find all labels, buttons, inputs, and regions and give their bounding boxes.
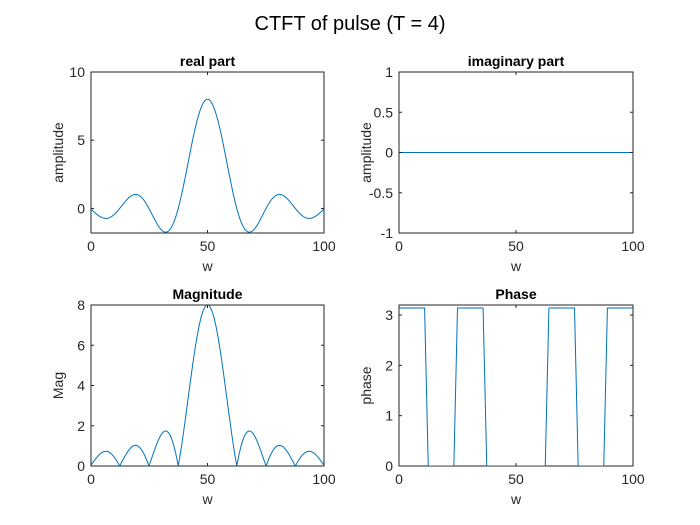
x-tick-label-real: 50 bbox=[200, 238, 216, 254]
y-axis-label-imag: amplitude bbox=[358, 122, 374, 183]
subplot-title-imag: imaginary part bbox=[468, 53, 565, 69]
y-tick-label-imag: 0 bbox=[385, 145, 393, 161]
y-tick-label-mag: 4 bbox=[77, 378, 85, 394]
x-tick-label-imag: 0 bbox=[395, 238, 403, 254]
x-tick-label-imag: 100 bbox=[621, 238, 645, 254]
y-tick-label-phase: 0 bbox=[385, 458, 393, 474]
figure-title: CTFT of pulse (T = 4) bbox=[255, 13, 446, 35]
y-tick-label-phase: 3 bbox=[385, 307, 393, 323]
axes-frame-phase bbox=[398, 304, 634, 467]
subplot-real: 0 50 100 0 5 10 real part w amplitude bbox=[50, 53, 336, 274]
subplot-mag: 0 50 100 0 2 4 6 8 Magnitude w Mag bbox=[50, 286, 336, 507]
x-tick-label-mag: 0 bbox=[87, 471, 95, 487]
y-axis-label-real: amplitude bbox=[50, 122, 66, 183]
y-tick-label-imag: -0.5 bbox=[369, 185, 393, 201]
y-tick-label-imag: 0.5 bbox=[374, 104, 394, 120]
subplot-title-real: real part bbox=[180, 53, 236, 69]
y-axis-label-mag: Mag bbox=[50, 372, 66, 399]
y-tick-label-phase: 2 bbox=[385, 357, 393, 373]
x-tick-label-mag: 50 bbox=[200, 471, 216, 487]
x-tick-label-real: 0 bbox=[87, 238, 95, 254]
x-tick-label-phase: 0 bbox=[395, 471, 403, 487]
axes-frame-mag bbox=[90, 304, 325, 467]
x-tick-label-imag: 50 bbox=[508, 238, 524, 254]
axes-frame-real bbox=[90, 71, 325, 234]
subplot-title-mag: Magnitude bbox=[173, 286, 243, 302]
y-tick-label-mag: 0 bbox=[77, 458, 85, 474]
x-axis-label-imag: w bbox=[510, 258, 522, 274]
series-line-mag bbox=[91, 305, 324, 466]
y-tick-label-mag: 6 bbox=[77, 337, 85, 353]
x-axis-label-mag: w bbox=[201, 491, 213, 507]
subplot-imag: 0 50 100 -1 -0.5 0 0.5 1 imaginary part w amplitud… bbox=[358, 53, 645, 274]
y-tick-label-phase: 1 bbox=[385, 408, 393, 424]
x-axis-label-real: w bbox=[201, 258, 213, 274]
series-line-real bbox=[91, 98, 324, 233]
y-tick-label-real: 0 bbox=[77, 200, 85, 216]
y-tick-label-mag: 8 bbox=[77, 297, 85, 313]
y-tick-label-real: 10 bbox=[69, 64, 85, 80]
x-axis-label-phase: w bbox=[510, 491, 522, 507]
x-tick-label-phase: 50 bbox=[508, 471, 524, 487]
y-tick-label-real: 5 bbox=[77, 132, 85, 148]
subplot-phase: 0 50 100 0 1 2 3 Phase w phase bbox=[358, 286, 645, 507]
y-tick-label-mag: 2 bbox=[77, 418, 85, 434]
x-tick-label-real: 100 bbox=[312, 238, 336, 254]
x-tick-label-phase: 100 bbox=[621, 471, 645, 487]
y-axis-label-phase: phase bbox=[358, 366, 374, 404]
subplot-title-phase: Phase bbox=[495, 286, 536, 302]
y-tick-label-imag: 1 bbox=[385, 64, 393, 80]
y-tick-label-imag: -1 bbox=[381, 225, 394, 241]
x-tick-label-mag: 100 bbox=[312, 471, 336, 487]
